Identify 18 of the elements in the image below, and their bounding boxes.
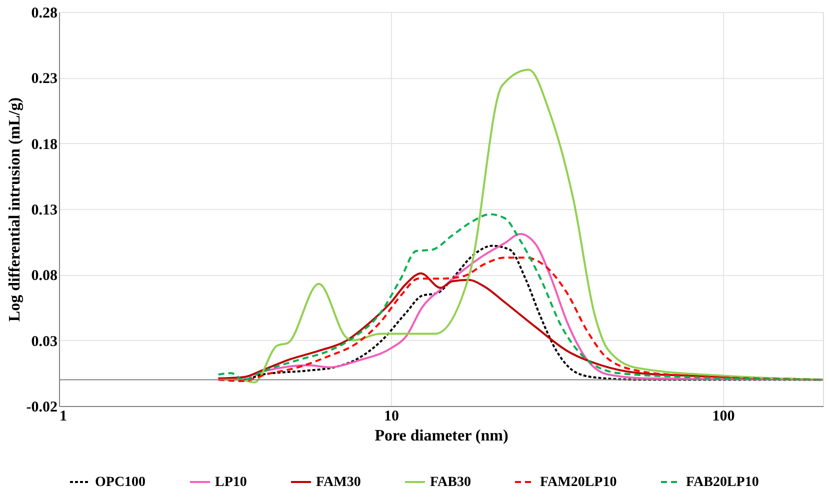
legend-label: FAM30 — [316, 475, 361, 490]
x-tick-label: 1 — [60, 408, 67, 424]
x-tick-label: 100 — [712, 408, 735, 424]
y-tick-label: 0.23 — [31, 71, 58, 88]
y-tick-label: 0.13 — [31, 202, 58, 218]
y-tick-label: 0.28 — [31, 6, 58, 22]
y-tick-label: -0.02 — [26, 400, 58, 416]
y-tick-label: 0.03 — [31, 334, 58, 350]
x-tick-label: 10 — [384, 408, 400, 424]
y-axis-title: Log differential intrusion (mL/g) — [6, 97, 24, 322]
legend-label: OPC100 — [95, 475, 146, 490]
legend-label: LP10 — [215, 475, 247, 490]
legend-label: FAM20LP10 — [540, 475, 617, 490]
legend-label: FAB30 — [430, 475, 471, 490]
legend-label: FAB20LP10 — [686, 475, 759, 490]
y-tick-label: 0.18 — [31, 136, 58, 153]
x-axis-title: Pore diameter (nm) — [374, 428, 508, 444]
y-tick-label: 0.08 — [31, 268, 58, 284]
